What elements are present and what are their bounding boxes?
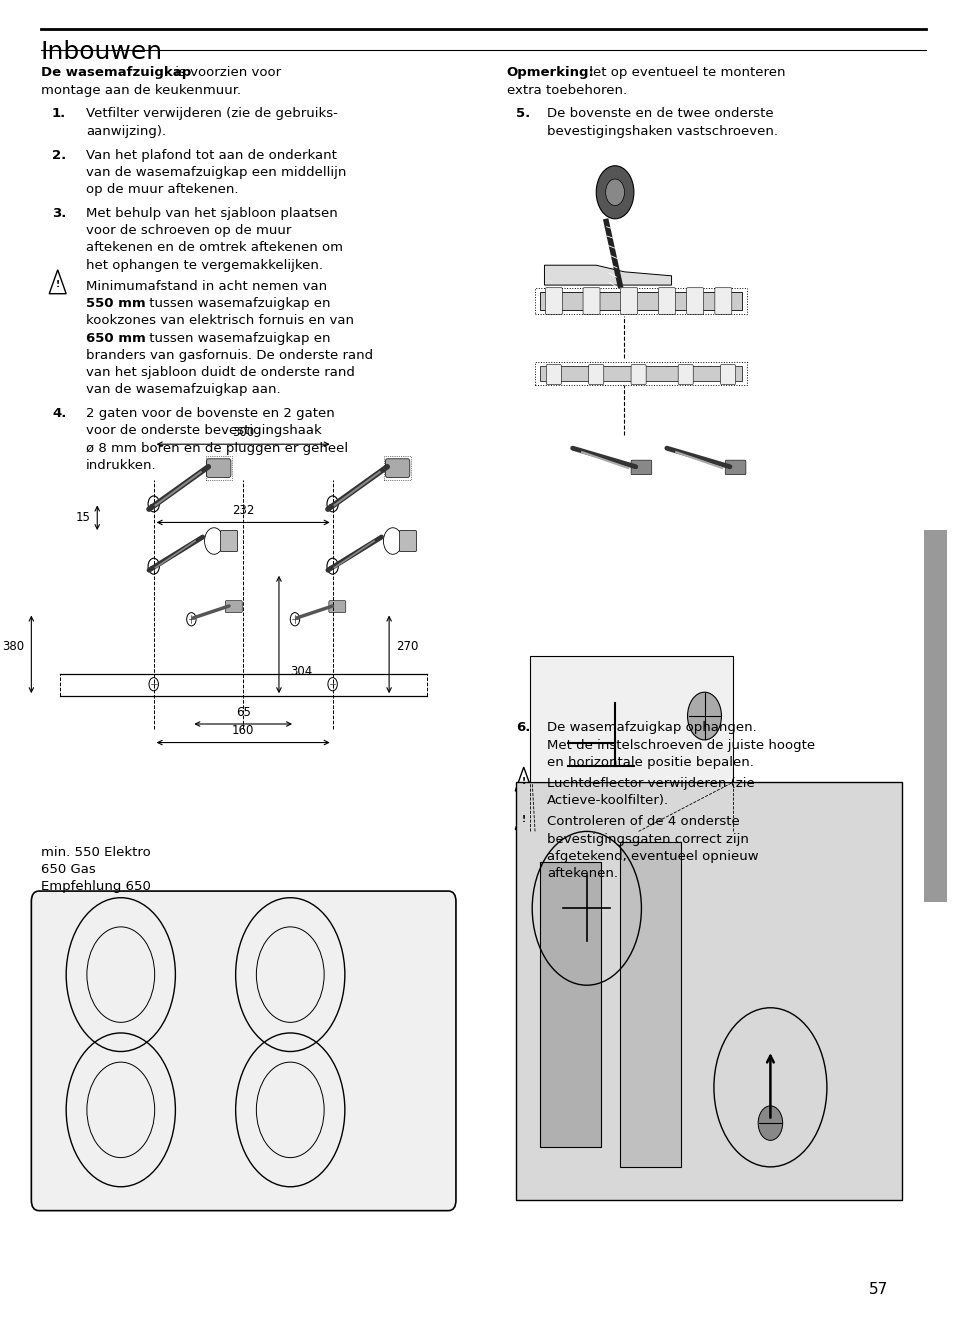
Text: 650 Gas: 650 Gas: [41, 863, 95, 876]
Text: kookzones van elektrisch fornuis en van: kookzones van elektrisch fornuis en van: [86, 314, 354, 328]
Text: !: !: [55, 280, 60, 289]
FancyBboxPatch shape: [399, 530, 416, 552]
Circle shape: [605, 179, 624, 206]
FancyBboxPatch shape: [530, 656, 732, 782]
FancyBboxPatch shape: [686, 288, 702, 314]
Text: 304: 304: [290, 666, 313, 679]
Text: 2 gaten voor de bovenste en 2 gaten: 2 gaten voor de bovenste en 2 gaten: [86, 407, 335, 420]
Text: Vetfilter verwijderen (zie de gebruiks-: Vetfilter verwijderen (zie de gebruiks-: [86, 107, 337, 121]
Text: De wasemafzuigkap ophangen.: De wasemafzuigkap ophangen.: [547, 721, 757, 735]
FancyBboxPatch shape: [630, 460, 651, 475]
Text: montage aan de keukenmuur.: montage aan de keukenmuur.: [41, 84, 240, 97]
Text: branders van gasfornuis. De onderste rand: branders van gasfornuis. De onderste ran…: [86, 349, 373, 362]
FancyBboxPatch shape: [923, 530, 946, 902]
Text: 6.: 6.: [516, 721, 530, 735]
Text: let op eventueel te monteren: let op eventueel te monteren: [584, 66, 784, 80]
Text: is voorzien voor: is voorzien voor: [171, 66, 280, 80]
Text: het ophangen te vergemakkelijken.: het ophangen te vergemakkelijken.: [86, 259, 323, 272]
FancyBboxPatch shape: [329, 601, 345, 613]
FancyBboxPatch shape: [714, 288, 731, 314]
Text: 650 mm: 650 mm: [86, 332, 146, 345]
FancyBboxPatch shape: [620, 288, 637, 314]
FancyBboxPatch shape: [546, 365, 560, 385]
Text: 3.: 3.: [52, 207, 67, 220]
Text: Minimumafstand in acht nemen van: Minimumafstand in acht nemen van: [86, 280, 327, 293]
Text: 4.: 4.: [52, 407, 67, 420]
FancyBboxPatch shape: [724, 460, 745, 475]
Text: !: !: [521, 815, 525, 825]
Text: indrukken.: indrukken.: [86, 459, 156, 472]
Text: van het sjabloon duidt de onderste rand: van het sjabloon duidt de onderste rand: [86, 366, 355, 379]
Circle shape: [596, 166, 633, 219]
Text: aftekenen en de omtrek aftekenen om: aftekenen en de omtrek aftekenen om: [86, 241, 342, 255]
Circle shape: [687, 692, 720, 740]
FancyBboxPatch shape: [385, 459, 410, 477]
Text: tussen wasemafzuigkap en: tussen wasemafzuigkap en: [145, 332, 331, 345]
Circle shape: [758, 1106, 781, 1140]
Text: Van het plafond tot aan de onderkant: Van het plafond tot aan de onderkant: [86, 149, 336, 162]
FancyBboxPatch shape: [539, 366, 741, 381]
Text: en horizontale positie bepalen.: en horizontale positie bepalen.: [547, 756, 754, 769]
Text: 232: 232: [232, 504, 254, 517]
Text: De wasemafzuigkap: De wasemafzuigkap: [41, 66, 191, 80]
Text: tussen wasemafzuigkap en: tussen wasemafzuigkap en: [145, 297, 331, 310]
Text: 1.: 1.: [52, 107, 67, 121]
Text: bevestigingshaken vastschroeven.: bevestigingshaken vastschroeven.: [547, 125, 778, 138]
Text: Opmerking:: Opmerking:: [506, 66, 594, 80]
Text: op de muur aftekenen.: op de muur aftekenen.: [86, 183, 238, 196]
FancyBboxPatch shape: [545, 288, 561, 314]
Polygon shape: [539, 862, 600, 1147]
FancyBboxPatch shape: [588, 365, 603, 385]
Text: 15: 15: [75, 511, 91, 524]
Text: 57: 57: [868, 1282, 887, 1297]
Text: 270: 270: [395, 640, 417, 652]
Text: aanwijzing).: aanwijzing).: [86, 125, 166, 138]
Text: 65: 65: [235, 705, 251, 719]
Text: extra toebehoren.: extra toebehoren.: [506, 84, 626, 97]
FancyBboxPatch shape: [630, 365, 645, 385]
FancyBboxPatch shape: [678, 365, 693, 385]
Text: Empfehlung 650: Empfehlung 650: [41, 880, 151, 894]
Text: Inbouwen: Inbouwen: [41, 40, 163, 64]
FancyBboxPatch shape: [658, 288, 675, 314]
Text: Luchtdeflector verwijderen (zie: Luchtdeflector verwijderen (zie: [547, 777, 754, 790]
FancyBboxPatch shape: [582, 288, 599, 314]
Text: bevestigingsgaten correct zijn: bevestigingsgaten correct zijn: [547, 833, 748, 846]
Text: ø 8 mm boren en de pluggen er geheel: ø 8 mm boren en de pluggen er geheel: [86, 442, 348, 455]
Text: 380: 380: [3, 640, 25, 652]
Text: 5.: 5.: [516, 107, 530, 121]
Text: 300: 300: [232, 426, 253, 439]
FancyBboxPatch shape: [220, 530, 237, 552]
Text: van de wasemafzuigkap een middellijn: van de wasemafzuigkap een middellijn: [86, 166, 346, 179]
Text: min. 550 Elektro: min. 550 Elektro: [41, 846, 151, 859]
Polygon shape: [619, 842, 680, 1167]
Text: Actieve-koolfilter).: Actieve-koolfilter).: [547, 794, 669, 808]
FancyBboxPatch shape: [31, 891, 456, 1211]
Text: afgetekend, eventueel opnieuw: afgetekend, eventueel opnieuw: [547, 850, 758, 863]
Text: 2.: 2.: [52, 149, 67, 162]
FancyBboxPatch shape: [720, 365, 735, 385]
Polygon shape: [544, 265, 671, 285]
Text: 550 mm: 550 mm: [86, 297, 146, 310]
Text: Met de instelschroeven de juiste hoogte: Met de instelschroeven de juiste hoogte: [547, 739, 815, 752]
Text: !: !: [521, 777, 525, 786]
Text: aftekenen.: aftekenen.: [547, 867, 618, 880]
Text: De bovenste en de twee onderste: De bovenste en de twee onderste: [547, 107, 773, 121]
FancyBboxPatch shape: [206, 459, 231, 477]
Text: van de wasemafzuigkap aan.: van de wasemafzuigkap aan.: [86, 383, 280, 396]
Text: voor de schroeven op de muur: voor de schroeven op de muur: [86, 224, 291, 237]
Text: Controleren of de 4 onderste: Controleren of de 4 onderste: [547, 815, 740, 829]
Text: voor de onderste bevestigingshaak: voor de onderste bevestigingshaak: [86, 424, 321, 438]
Text: Met behulp van het sjabloon plaatsen: Met behulp van het sjabloon plaatsen: [86, 207, 337, 220]
Polygon shape: [516, 782, 902, 1200]
FancyBboxPatch shape: [225, 601, 242, 613]
Text: 160: 160: [232, 724, 254, 737]
FancyBboxPatch shape: [539, 292, 741, 310]
